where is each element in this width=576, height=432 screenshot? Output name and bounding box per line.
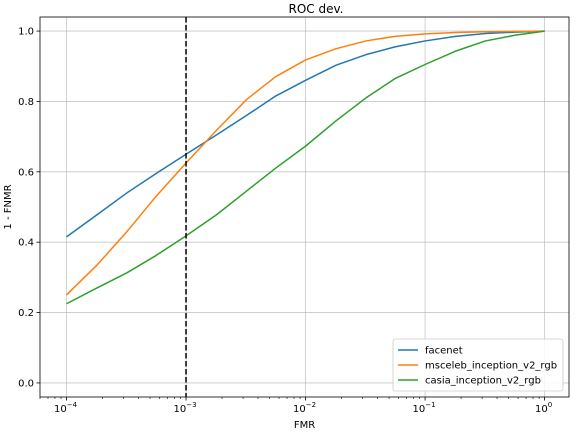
x-tick-label: 10−3 [174, 401, 197, 415]
y-axis-label: 1 - FNMR [3, 184, 14, 229]
series-line-facenet [66, 30, 545, 238]
x-tick-base: 10 [174, 404, 187, 415]
x-tick-base: 10 [293, 404, 306, 415]
series-line-msceleb-inception-v2-rgb [65, 30, 545, 296]
x-tick-exponent: −2 [306, 401, 316, 409]
legend-box [392, 338, 564, 392]
y-tick-label: 0.8 [18, 97, 34, 108]
legend-label: facenet [425, 346, 463, 357]
y-tick-label: 0.4 [18, 238, 34, 249]
plot-frame [39, 16, 570, 398]
x-tick-label: 10−1 [413, 401, 436, 415]
x-tick-label: 100 [535, 401, 552, 415]
legend-label: casia_inception_v2_rgb [425, 376, 541, 387]
x-tick-label: 10−4 [54, 401, 78, 415]
chart-title: ROC dev. [289, 2, 344, 16]
legend: facenet msceleb_inception_v2_rgb casia_inc… [392, 338, 564, 392]
y-tick-label: 0.6 [18, 167, 34, 178]
x-tick-exponent: −4 [67, 401, 78, 409]
x-tick-base: 10 [535, 404, 548, 415]
x-tick-exponent: −3 [186, 401, 196, 409]
series-line-casia-inception-v2-rgb [66, 30, 545, 305]
x-tick-label: 10−2 [293, 401, 316, 415]
series-layer [65, 30, 545, 305]
y-tick-label: 0.0 [18, 378, 34, 389]
x-tick-base: 10 [54, 404, 67, 415]
x-axis-label: FMR [294, 420, 315, 431]
x-tick-base: 10 [413, 404, 426, 415]
legend-label: msceleb_inception_v2_rgb [425, 361, 557, 372]
y-tick-label: 1.0 [18, 27, 34, 38]
y-tick-label: 0.2 [18, 308, 34, 319]
x-tick-exponent: 0 [548, 401, 552, 409]
x-tick-exponent: −1 [425, 401, 435, 409]
